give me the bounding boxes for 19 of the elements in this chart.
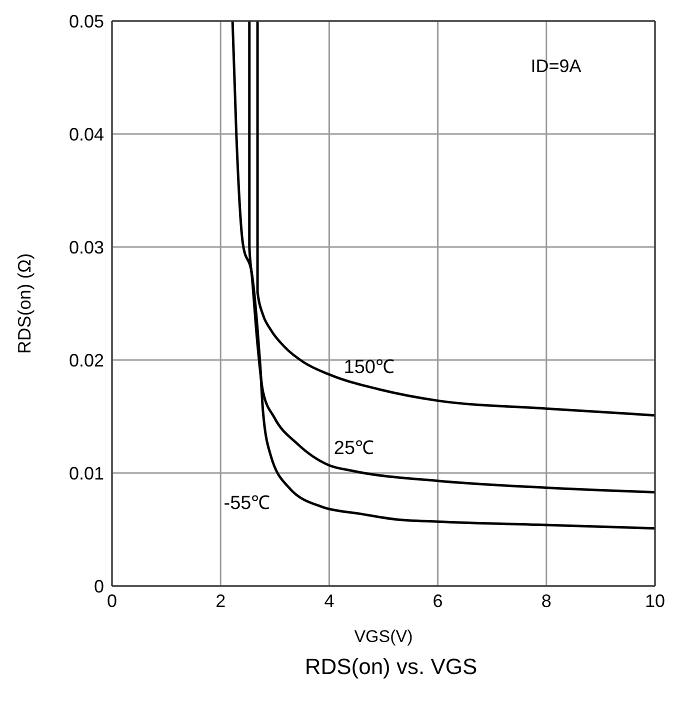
y-axis-title: RDS(on) (Ω) [14, 253, 34, 354]
x-tick-label: 10 [644, 590, 666, 611]
y-tick-label: 0.03 [68, 237, 104, 258]
series-label: 150℃ [344, 356, 395, 378]
x-tick-label: 6 [432, 590, 443, 611]
y-tick-label: 0 [94, 576, 104, 596]
annotation: ID=9A [530, 56, 582, 76]
text: RDS(on) vs. VGS [304, 654, 478, 680]
x-tick-label: 8 [541, 590, 552, 611]
y-tick-label: 0.01 [68, 463, 104, 484]
y-tick-label: 0.05 [68, 11, 104, 32]
x-tick-label: 2 [216, 590, 226, 611]
x-tick-label: 0 [106, 590, 118, 611]
y-tick-label: 0.02 [68, 350, 104, 370]
y-tick-label: 0.04 [68, 124, 104, 144]
series-label: 25℃ [334, 438, 374, 460]
x-tick-label: 4 [324, 590, 334, 611]
series-label: -55℃ [224, 493, 270, 514]
x-axis-title: VGS(V) [354, 627, 413, 646]
